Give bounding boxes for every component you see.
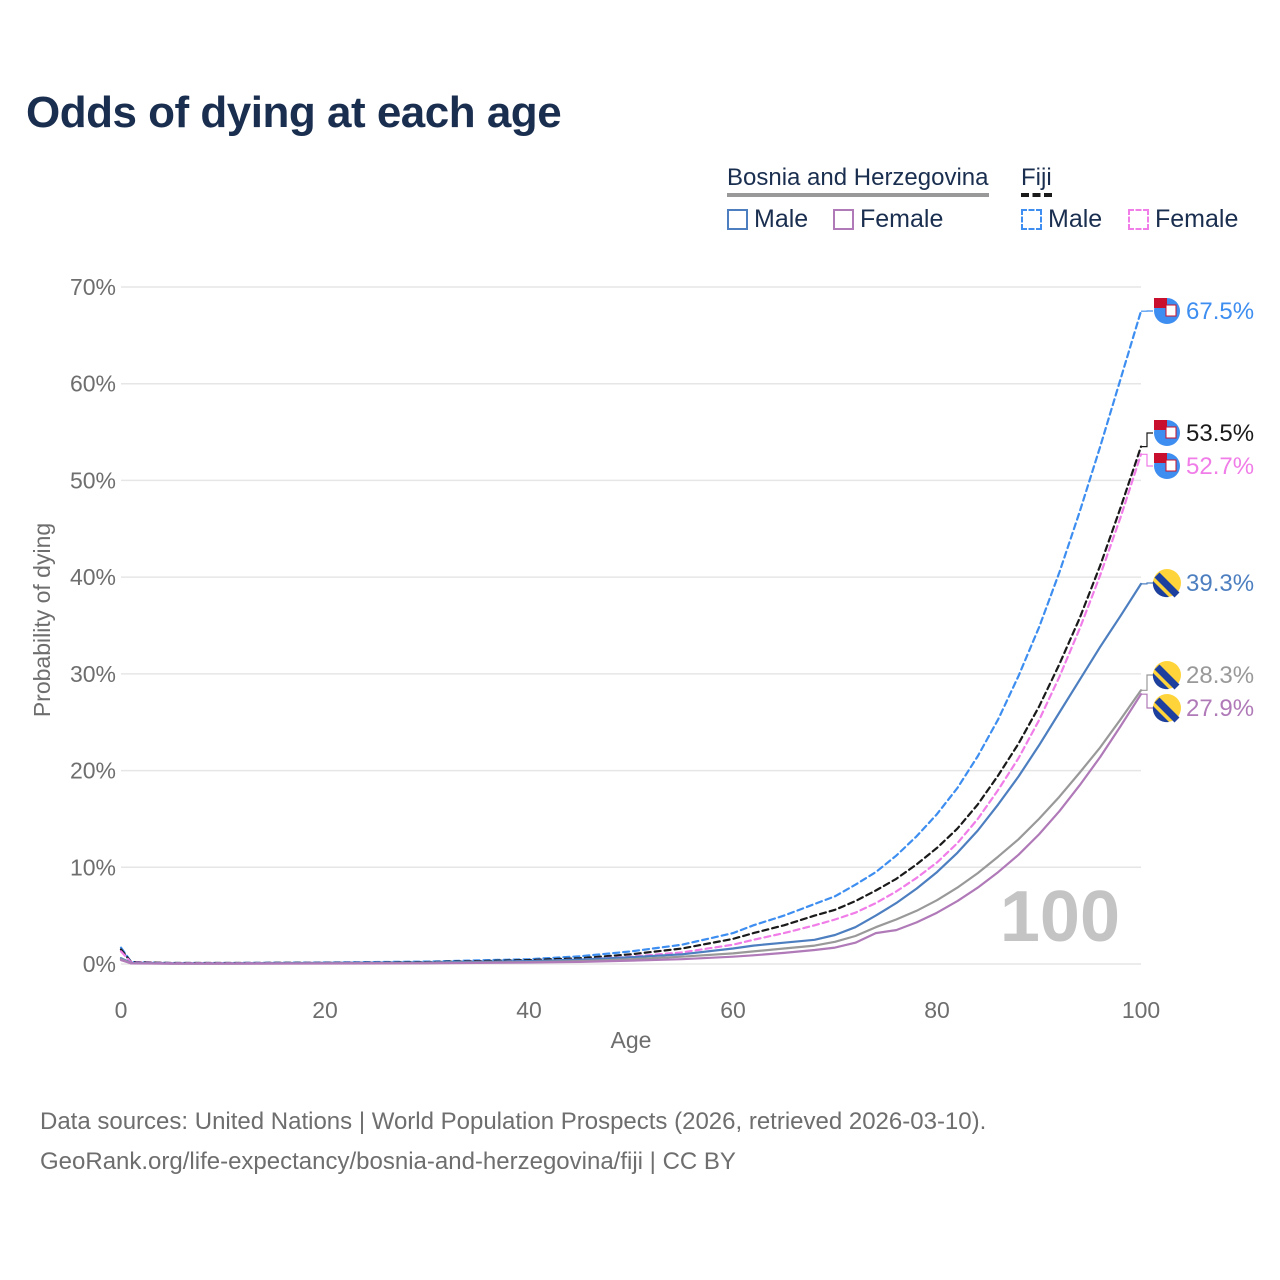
- x-axis-title: Age: [611, 1027, 652, 1053]
- bosnia-flag-stripe-icon: [1154, 664, 1180, 690]
- series-line-ba-total: [119, 689, 1143, 965]
- bosnia-flag-blue-icon: [1152, 581, 1169, 598]
- footer-sources: Data sources: United Nations | World Pop…: [40, 1108, 987, 1135]
- bosnia-flag-stripe-icon: [1154, 697, 1180, 723]
- fiji-flag-canton-icon: [1154, 420, 1167, 430]
- y-tick-label-60: 60%: [70, 371, 116, 397]
- end-connector-fj-total: [1141, 432, 1153, 448]
- end-label-ba-total: 28.3%: [1186, 662, 1254, 689]
- y-axis-title: Probability of dying: [29, 523, 55, 717]
- x-axis-ticks: 0 20 40 60 80 100: [115, 997, 1161, 1023]
- legend-label-ba-female: Female: [860, 205, 944, 233]
- current-age-watermark: 100: [1000, 877, 1120, 957]
- bosnia-flag-stripe-icon: [1154, 572, 1180, 598]
- grid: [121, 286, 1141, 965]
- legend-country-b-label: Fiji: [1021, 164, 1052, 191]
- legend-label-fj-female: Female: [1155, 205, 1239, 233]
- legend-country-b-title[interactable]: Fiji: [1021, 164, 1052, 197]
- end-label-fj-male: 67.5%: [1186, 298, 1254, 325]
- y-axis-ticks: 0% 10% 20% 30% 40% 50% 60% 70%: [70, 274, 116, 977]
- fiji-flag-canton-icon: [1154, 453, 1167, 463]
- x-tick-label-60: 60: [720, 997, 746, 1023]
- x-tick-label-80: 80: [924, 997, 950, 1023]
- legend-item-ba-male[interactable]: Male: [727, 205, 808, 234]
- fiji-flag-shield-icon: [1165, 459, 1177, 472]
- legend-swatch-ba-male: [727, 209, 748, 230]
- fiji-flag-shield-icon: [1165, 426, 1177, 439]
- series-lines: [119, 310, 1143, 965]
- legend-swatch-fj-female: [1128, 209, 1149, 230]
- end-label-ba-female: 27.9%: [1186, 695, 1254, 722]
- chart-title: Odds of dying at each age: [26, 88, 562, 137]
- x-tick-label-100: 100: [1122, 997, 1160, 1023]
- legend-swatch-ba-female: [833, 209, 854, 230]
- legend-label-fj-male: Male: [1048, 205, 1103, 233]
- bosnia-flag-blue-icon: [1152, 706, 1169, 723]
- legend-swatch-fj-male: [1021, 209, 1042, 230]
- legend-country-a-title[interactable]: Bosnia and Herzegovina: [727, 164, 989, 197]
- legend-item-ba-female[interactable]: Female: [833, 205, 943, 234]
- y-tick-label-10: 10%: [70, 854, 116, 880]
- series-line-fj-female: [119, 453, 1143, 965]
- x-tick-label-0: 0: [115, 997, 128, 1023]
- series-line-ba-female: [119, 693, 1143, 965]
- fiji-flag-canton-icon: [1154, 298, 1167, 308]
- y-tick-label-50: 50%: [70, 467, 116, 493]
- x-tick-label-20: 20: [312, 997, 338, 1023]
- end-label-ba-male: 39.3%: [1186, 570, 1254, 597]
- end-connector-ba-female: [1141, 693, 1153, 709]
- end-label-fj-female: 52.7%: [1186, 453, 1254, 480]
- end-labels: 67.5% 53.5% 52.7% 39.3% 28.3% 27.9%: [1141, 298, 1254, 723]
- end-connector-fj-female: [1141, 453, 1153, 467]
- legend-country-a-label: Bosnia and Herzegovina: [727, 164, 989, 191]
- x-tick-label-40: 40: [516, 997, 542, 1023]
- y-tick-label-0: 0%: [83, 951, 116, 977]
- bosnia-flag-blue-icon: [1152, 673, 1169, 690]
- legend-label-ba-male: Male: [754, 205, 809, 233]
- footer-url[interactable]: GeoRank.org/life-expectancy/bosnia-and-h…: [40, 1148, 736, 1175]
- y-tick-label-70: 70%: [70, 274, 116, 300]
- fiji-flag-shield-icon: [1165, 304, 1177, 317]
- series-line-fj-total: [119, 445, 1143, 965]
- legend-item-fj-female[interactable]: Female: [1128, 205, 1238, 234]
- legend-item-fj-male[interactable]: Male: [1021, 205, 1102, 234]
- end-connector-ba-male: [1141, 582, 1153, 585]
- end-connector-ba-total: [1141, 674, 1153, 691]
- end-label-fj-total: 53.5%: [1186, 420, 1254, 447]
- y-tick-label-30: 30%: [70, 661, 116, 687]
- series-line-ba-male: [119, 582, 1143, 965]
- y-tick-label-40: 40%: [70, 564, 116, 590]
- y-tick-label-20: 20%: [70, 758, 116, 784]
